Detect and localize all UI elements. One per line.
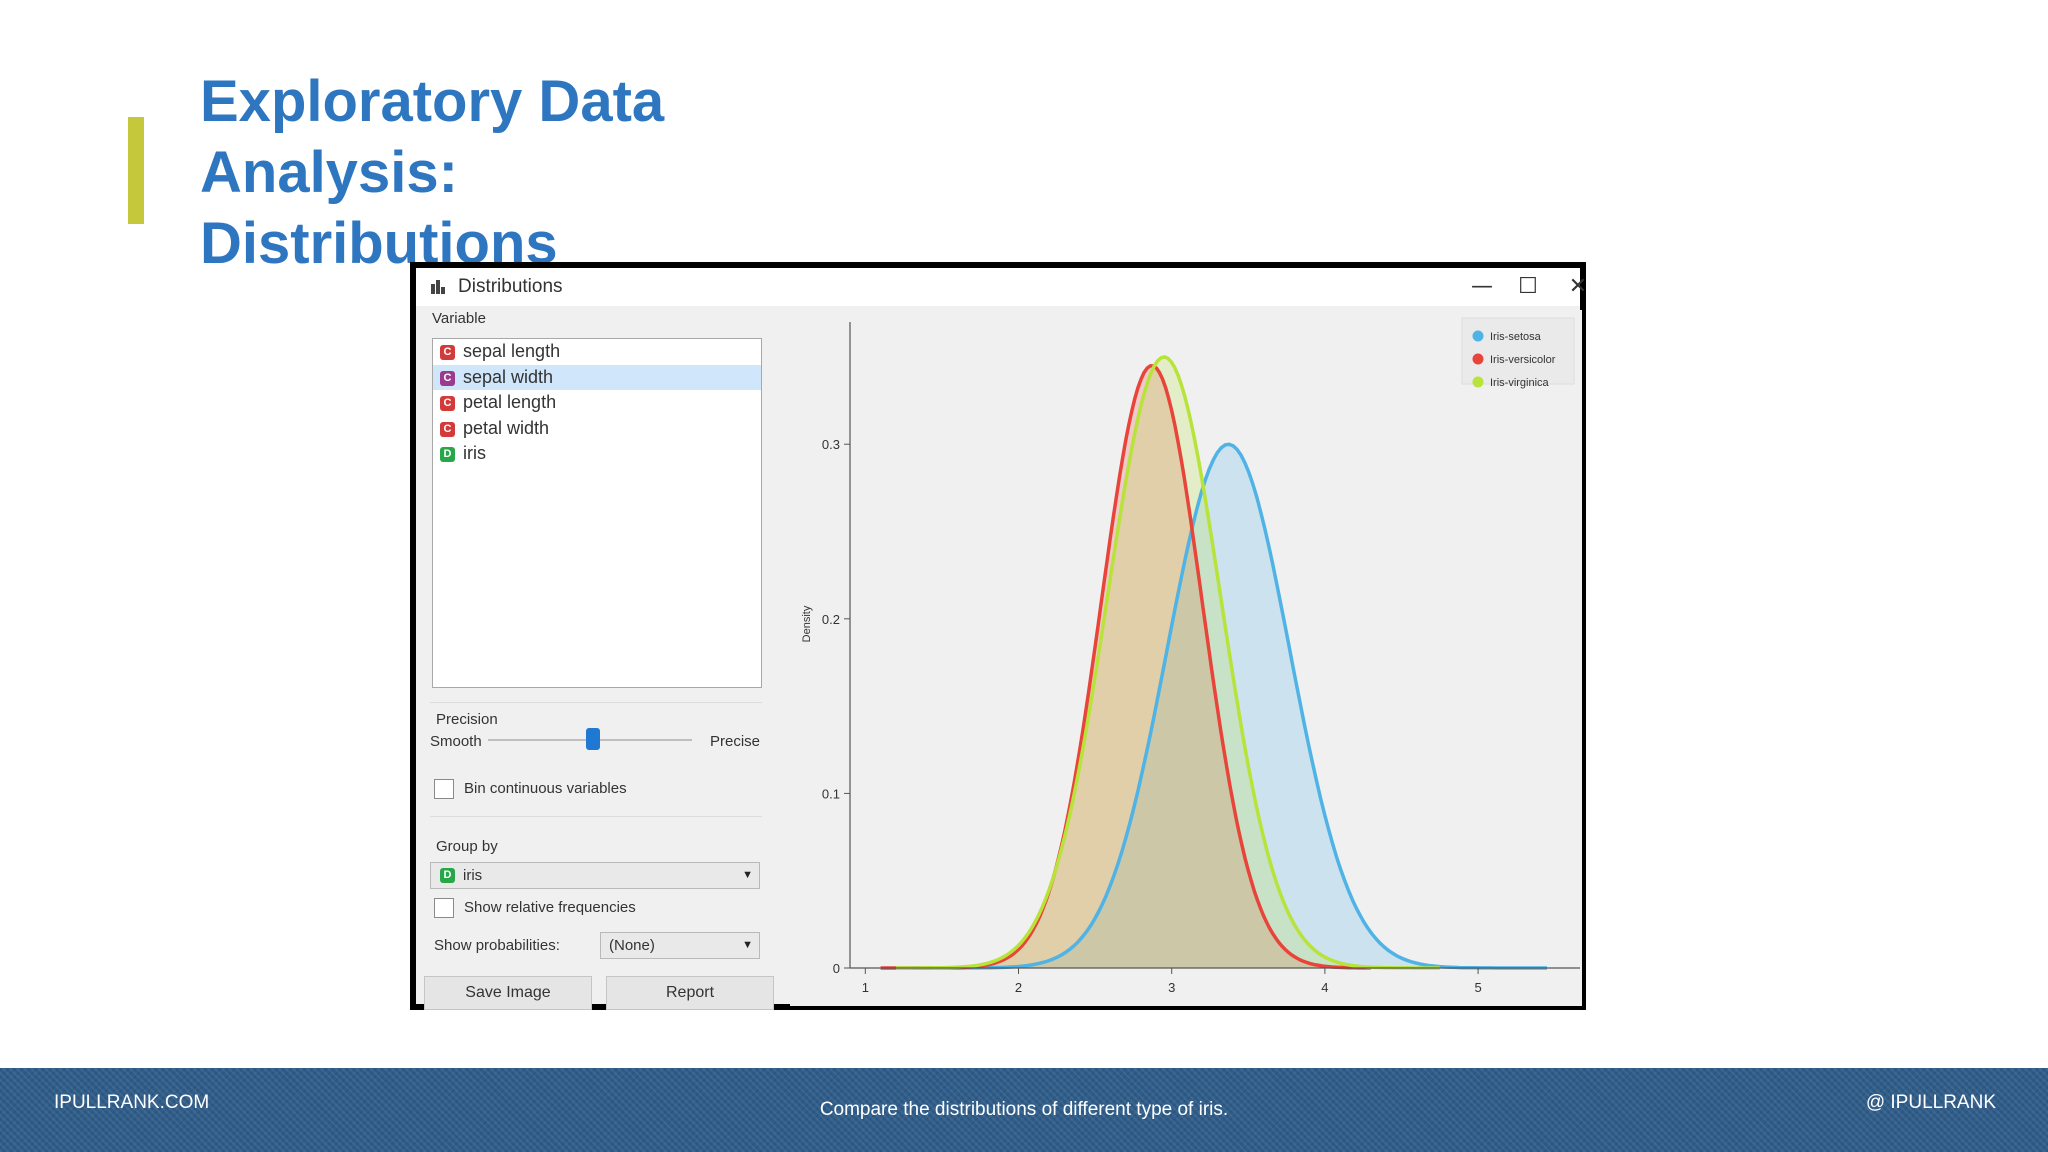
y-tick-label: 0.3	[822, 437, 840, 452]
x-tick-label: 5	[1474, 980, 1481, 995]
continuous-icon: C	[440, 370, 455, 386]
bin-label: Bin continuous variables	[464, 780, 627, 797]
slide-title: Exploratory Data Analysis: Distributions	[200, 66, 960, 279]
smooth-label: Smooth	[430, 733, 482, 750]
discrete-icon: D	[440, 868, 455, 883]
y-axis-label: Density	[801, 605, 813, 642]
density-line-iris-setosa	[911, 442, 1547, 970]
relative-frequencies-label: Show relative frequencies	[464, 899, 636, 916]
group-by-label: Group by	[436, 838, 498, 855]
variable-label: Variable	[432, 310, 486, 327]
minimize-button[interactable]: —	[1471, 274, 1493, 299]
bin-checkbox[interactable]	[434, 779, 454, 799]
variable-item-label: sepal length	[463, 341, 561, 361]
variable-item-label: iris	[463, 443, 486, 463]
group-by-select[interactable]: D iris ▼	[430, 862, 760, 889]
y-tick-label: 0.1	[822, 786, 840, 801]
show-probabilities-select[interactable]: (None) ▼	[600, 932, 760, 959]
precision-slider-handle[interactable]	[586, 728, 600, 750]
report-button[interactable]: Report	[606, 976, 774, 1010]
control-panel: Variable C sepal length C sepal width C …	[424, 306, 786, 1010]
window-titlebar[interactable]: Distributions — ☐ ✕	[416, 268, 1587, 306]
density-area-iris-virginica	[896, 356, 1440, 968]
chevron-down-icon: ▼	[742, 869, 753, 881]
x-tick-label: 2	[1015, 980, 1022, 995]
relative-frequencies-checkbox[interactable]	[434, 898, 454, 918]
show-probabilities-label: Show probabilities:	[434, 937, 560, 954]
legend-label: Iris-versicolor	[1490, 354, 1556, 366]
distributions-window: Distributions — ☐ ✕ Variable C sepal len…	[410, 262, 1587, 1010]
variable-item-iris[interactable]: D iris	[433, 441, 761, 467]
variable-item-petal-length[interactable]: C petal length	[433, 390, 761, 416]
title-line-1: Exploratory Data	[200, 69, 665, 134]
x-tick-label: 1	[862, 980, 869, 995]
maximize-button[interactable]: ☐	[1518, 274, 1538, 299]
continuous-icon: C	[440, 396, 455, 411]
accent-bar	[128, 117, 144, 224]
variable-item-sepal-width[interactable]: C sepal width	[433, 364, 761, 390]
chevron-down-icon: ▼	[742, 939, 753, 951]
continuous-icon: C	[440, 345, 455, 360]
legend-marker	[1472, 376, 1484, 388]
precision-divider	[430, 702, 762, 703]
discrete-icon: D	[440, 447, 455, 462]
footer-handle: @ IPULLRANK	[1865, 1092, 1996, 1113]
density-area-iris-setosa	[911, 444, 1547, 968]
save-image-button[interactable]: Save Image	[424, 976, 592, 1010]
legend-marker	[1472, 353, 1484, 365]
variable-item-sepal-length[interactable]: C sepal length	[433, 339, 761, 365]
legend-marker	[1472, 330, 1484, 342]
legend-label: Iris-setosa	[1490, 331, 1542, 343]
precise-label: Precise	[710, 733, 761, 750]
density-area-iris-versicolor	[880, 365, 1371, 968]
footer-site: IPULLRANK.COM	[54, 1092, 210, 1113]
legend-label: Iris-virginica	[1490, 377, 1550, 389]
variable-item-label: petal width	[463, 417, 550, 438]
precision-label: Precision	[436, 711, 498, 728]
continuous-icon: C	[440, 421, 455, 437]
group-by-divider	[430, 816, 762, 817]
variable-item-label: sepal width	[463, 366, 554, 387]
title-line-2: Analysis:	[200, 140, 458, 205]
footer-caption: Compare the distributions of different t…	[819, 1099, 1229, 1120]
variable-item-petal-width[interactable]: C petal width	[433, 416, 761, 442]
x-tick-label: 3	[1168, 980, 1175, 995]
group-by-value: iris	[463, 867, 483, 884]
show-probabilities-value: (None)	[609, 937, 655, 954]
y-tick-label: 0.2	[822, 612, 840, 627]
distribution-chart: 1 2 3 4 5 0 0.1 0.2 0.3 sepal width Density Iris-s…	[801, 317, 1580, 1006]
density-line-iris-virginica	[896, 355, 1440, 970]
close-button[interactable]: ✕	[1568, 274, 1588, 299]
legend-box	[1461, 317, 1575, 385]
histogram-icon	[431, 280, 445, 294]
window-title: Distributions	[458, 276, 563, 297]
footer: IPULLRANK.COM Compare the distributions …	[0, 1068, 2048, 1152]
distribution-plot: 1 2 3 4 5 0 0.1 0.2 0.3 sepal width Density Iris-s…	[790, 310, 1582, 1006]
variable-item-label: petal length	[463, 392, 557, 412]
x-tick-label: 4	[1321, 980, 1328, 995]
y-tick-label: 0	[833, 961, 840, 976]
x-axis-label: sepal width	[1192, 1005, 1247, 1006]
variable-list[interactable]: C sepal length C sepal width C petal len…	[432, 338, 762, 688]
